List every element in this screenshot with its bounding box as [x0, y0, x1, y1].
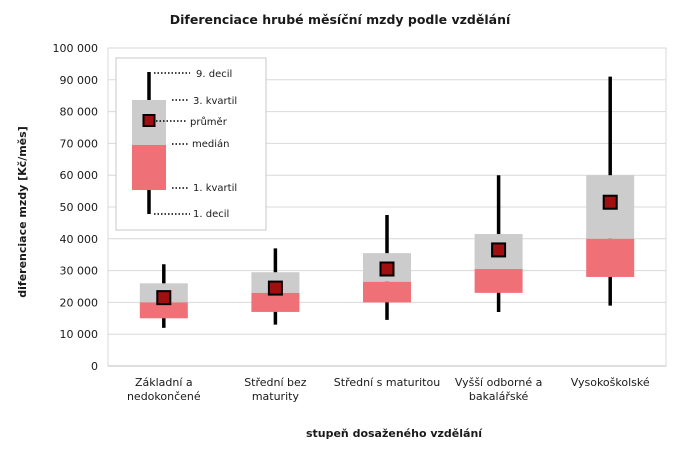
box-lower: [363, 281, 411, 303]
y-tick-label: 80 000: [60, 106, 99, 119]
y-tick-label: 20 000: [60, 296, 99, 309]
mean-marker: [602, 194, 618, 210]
x-category-label: bakalářské: [469, 390, 529, 403]
y-tick-label: 100 000: [53, 42, 99, 55]
x-category-label: Vysokoškolské: [571, 376, 650, 389]
legend-label-median: medián: [192, 138, 230, 150]
box-lower: [586, 238, 635, 277]
legend-sample-box: [132, 72, 190, 215]
y-tick-label: 60 000: [60, 169, 99, 182]
box-lower: [474, 269, 523, 293]
boxes: [139, 76, 635, 328]
legend-mean-marker: [142, 114, 156, 127]
x-category-label: Základní a: [135, 376, 193, 389]
y-tick-label: 30 000: [60, 265, 99, 278]
y-tick-label: 40 000: [60, 233, 99, 246]
mean-marker: [267, 280, 283, 296]
legend-label-prumer: průměr: [190, 116, 228, 128]
x-category-label: Střední s maturitou: [334, 376, 440, 389]
y-axis-title: diferenciace mzdy [Kč/měs]: [16, 126, 29, 297]
x-axis-title: stupeň dosaženého vzdělání: [306, 427, 483, 440]
mean-marker: [379, 261, 395, 277]
mean-marker: [491, 242, 507, 258]
y-tick-label: 90 000: [60, 74, 99, 87]
legend-label-kvartil-3: 3. kvartil: [193, 96, 237, 107]
legend-label-decil-1: 1. decil: [193, 209, 229, 220]
legend-label-kvartil-1: 1. kvartil: [193, 183, 237, 194]
y-tick-label: 50 000: [60, 201, 99, 214]
mean-marker: [156, 290, 172, 306]
x-category-label: maturity: [252, 390, 300, 403]
box-lower: [139, 302, 188, 319]
y-axis-ticks: 0 10 000 20 000 30 000 40 000 50 000 60 000 70 …: [53, 42, 99, 373]
box-lower: [251, 292, 300, 312]
legend: 9. decil 3. kvartil průměr medián 1. kva…: [115, 57, 267, 231]
y-tick-label: 10 000: [60, 328, 99, 341]
x-category-label: Střední bez: [244, 376, 307, 389]
x-category-label: Vyšší odborné a: [455, 376, 542, 389]
chart-title: Diferenciace hrubé měsíční mzdy podle vz…: [170, 12, 511, 27]
y-tick-label: 0: [91, 360, 98, 373]
legend-box-lower: [132, 145, 166, 190]
x-category-label: nedokončené: [127, 390, 201, 403]
legend-label-decil-9: 9. decil: [196, 69, 232, 80]
y-tick-label: 70 000: [60, 137, 99, 150]
